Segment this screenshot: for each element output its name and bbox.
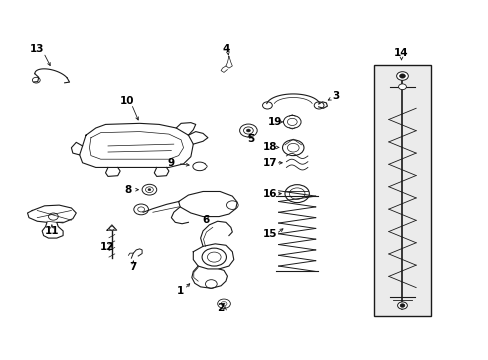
Text: 18: 18 — [262, 141, 277, 152]
Text: 8: 8 — [124, 185, 132, 195]
Circle shape — [246, 129, 250, 132]
Text: 14: 14 — [393, 48, 408, 58]
Text: 9: 9 — [167, 158, 175, 168]
Text: 16: 16 — [262, 189, 277, 199]
Text: 10: 10 — [120, 96, 135, 106]
Text: 5: 5 — [246, 134, 253, 144]
Text: 15: 15 — [262, 229, 277, 239]
Circle shape — [398, 84, 406, 90]
Text: 1: 1 — [176, 286, 183, 296]
Text: 3: 3 — [332, 91, 339, 101]
Circle shape — [148, 189, 151, 191]
Circle shape — [397, 302, 407, 309]
Text: 17: 17 — [262, 158, 277, 168]
Text: 12: 12 — [100, 242, 114, 252]
Text: 11: 11 — [44, 226, 59, 236]
Text: 13: 13 — [30, 44, 44, 54]
Circle shape — [399, 304, 404, 307]
Circle shape — [223, 303, 224, 305]
Text: 2: 2 — [217, 303, 224, 313]
Circle shape — [399, 74, 405, 78]
Text: 7: 7 — [129, 262, 137, 272]
Text: 6: 6 — [203, 215, 210, 225]
Text: 4: 4 — [222, 44, 229, 54]
Circle shape — [396, 72, 407, 80]
Text: 19: 19 — [267, 117, 282, 127]
Bar — [373, 65, 430, 316]
